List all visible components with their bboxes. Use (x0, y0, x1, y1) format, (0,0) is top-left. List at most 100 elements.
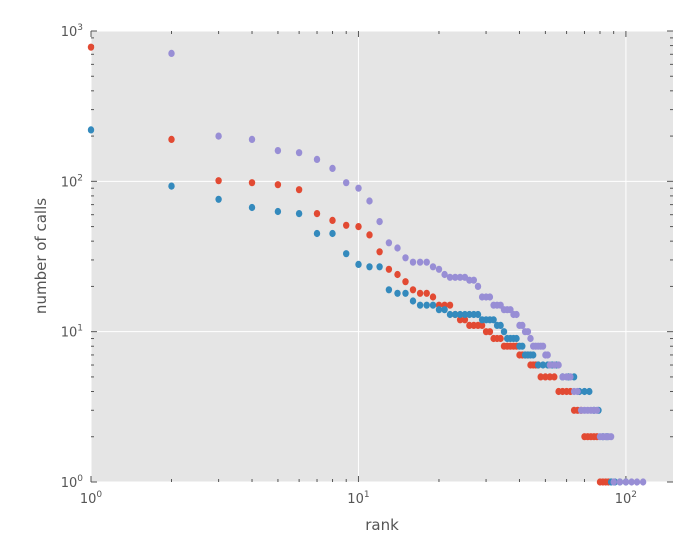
series-2-point (586, 387, 593, 396)
series-1-point (366, 231, 373, 239)
series-1-point (429, 293, 437, 301)
series-3-point (466, 276, 473, 284)
series-2-point (452, 310, 459, 319)
series-2-point (441, 306, 448, 314)
series-1-point (274, 181, 282, 189)
series-3-point (366, 197, 373, 205)
series-3-point (593, 406, 601, 414)
series-2-point (461, 310, 469, 319)
series-1-point (497, 334, 504, 343)
series-2-point (87, 126, 95, 134)
series-3-point (329, 164, 336, 172)
series-3-point (452, 273, 459, 281)
series-3-point (295, 149, 303, 157)
series-1-point (542, 373, 549, 381)
x-tick-label-exponent: 0 (96, 490, 102, 500)
series-1-point (478, 321, 486, 329)
series-1-point (87, 43, 95, 51)
series-2-point (215, 195, 222, 203)
series-3-point (470, 276, 477, 284)
series-1-point (537, 373, 544, 381)
y-tick-label-base: 10 (61, 476, 78, 491)
series-2-point (490, 316, 497, 324)
series-3-point (628, 478, 635, 486)
series-2-point (500, 328, 508, 336)
series-3-point (524, 328, 532, 336)
series-3-point (574, 387, 581, 396)
series-2-point (423, 301, 430, 309)
series-3-point (486, 293, 494, 301)
series-1-point (416, 289, 424, 297)
series-2-point (435, 306, 443, 314)
y-tick-label: 101 (61, 324, 83, 341)
series-2-point (402, 289, 409, 297)
series-1-point (409, 286, 417, 294)
y-tick-label: 103 (61, 23, 83, 40)
series-2-point (535, 361, 542, 369)
series-3-point (416, 258, 424, 266)
series-1-point (295, 186, 303, 194)
series-3-point (313, 155, 321, 163)
series-2-point (329, 229, 336, 238)
series-3-point (607, 433, 615, 441)
series-2-point (385, 286, 393, 294)
series-1-point (486, 328, 494, 336)
x-tick-label: 102 (615, 490, 637, 507)
series-2-point (539, 361, 547, 369)
series-2-point (429, 301, 437, 309)
series-3-point (215, 132, 222, 140)
y-tick-label-exponent: 3 (77, 23, 83, 33)
series-2-point (466, 310, 473, 319)
series-3-point (610, 478, 617, 486)
series-3-point (474, 282, 482, 290)
series-2-point (313, 229, 321, 238)
series-2-point (497, 321, 504, 329)
series-3-point (527, 334, 534, 343)
x-tick-label-exponent: 1 (364, 490, 370, 500)
x-tick-label-base: 10 (615, 492, 632, 507)
series-3-point (616, 478, 624, 486)
y-tick-label: 100 (61, 474, 84, 491)
y-tick-label-exponent: 2 (77, 173, 83, 183)
series-2-point (376, 263, 383, 271)
series-1-point (329, 216, 336, 224)
x-axis-label: rank (365, 516, 399, 534)
series-2-point (366, 263, 373, 271)
series-2-point (295, 210, 303, 218)
series-2-point (416, 301, 424, 309)
series-2-point (519, 342, 526, 350)
series-2-point (248, 203, 256, 212)
series-3-point (343, 179, 350, 187)
series-1-point (313, 210, 321, 218)
x-tick-label: 100 (80, 490, 103, 507)
series-2-point (513, 334, 520, 343)
series-3-point (567, 373, 574, 381)
series-1-point (248, 179, 256, 187)
series-3-point (456, 273, 464, 281)
series-1-point (466, 321, 473, 329)
series-3-point (544, 351, 551, 359)
series-3-point (546, 361, 554, 369)
series-1-point (423, 289, 430, 297)
series-3-point (385, 239, 393, 247)
series-3-point (376, 218, 383, 226)
series-3-point (639, 478, 647, 486)
series-3-point (429, 263, 437, 271)
series-3-point (423, 258, 430, 266)
series-1-point (446, 301, 454, 309)
series-3-point (409, 258, 417, 266)
series-3-point (622, 478, 630, 486)
x-tick-label-exponent: 2 (631, 490, 637, 500)
series-2-point (355, 260, 362, 268)
series-1-point (546, 373, 554, 381)
data-points (87, 43, 647, 486)
series-3-point (539, 342, 547, 350)
plot-background (91, 31, 673, 482)
series-3-point (519, 321, 526, 329)
series-3-point (441, 270, 448, 279)
series-1-point (385, 265, 393, 273)
x-tick-label-base: 10 (80, 492, 97, 507)
series-3-point (248, 135, 256, 143)
